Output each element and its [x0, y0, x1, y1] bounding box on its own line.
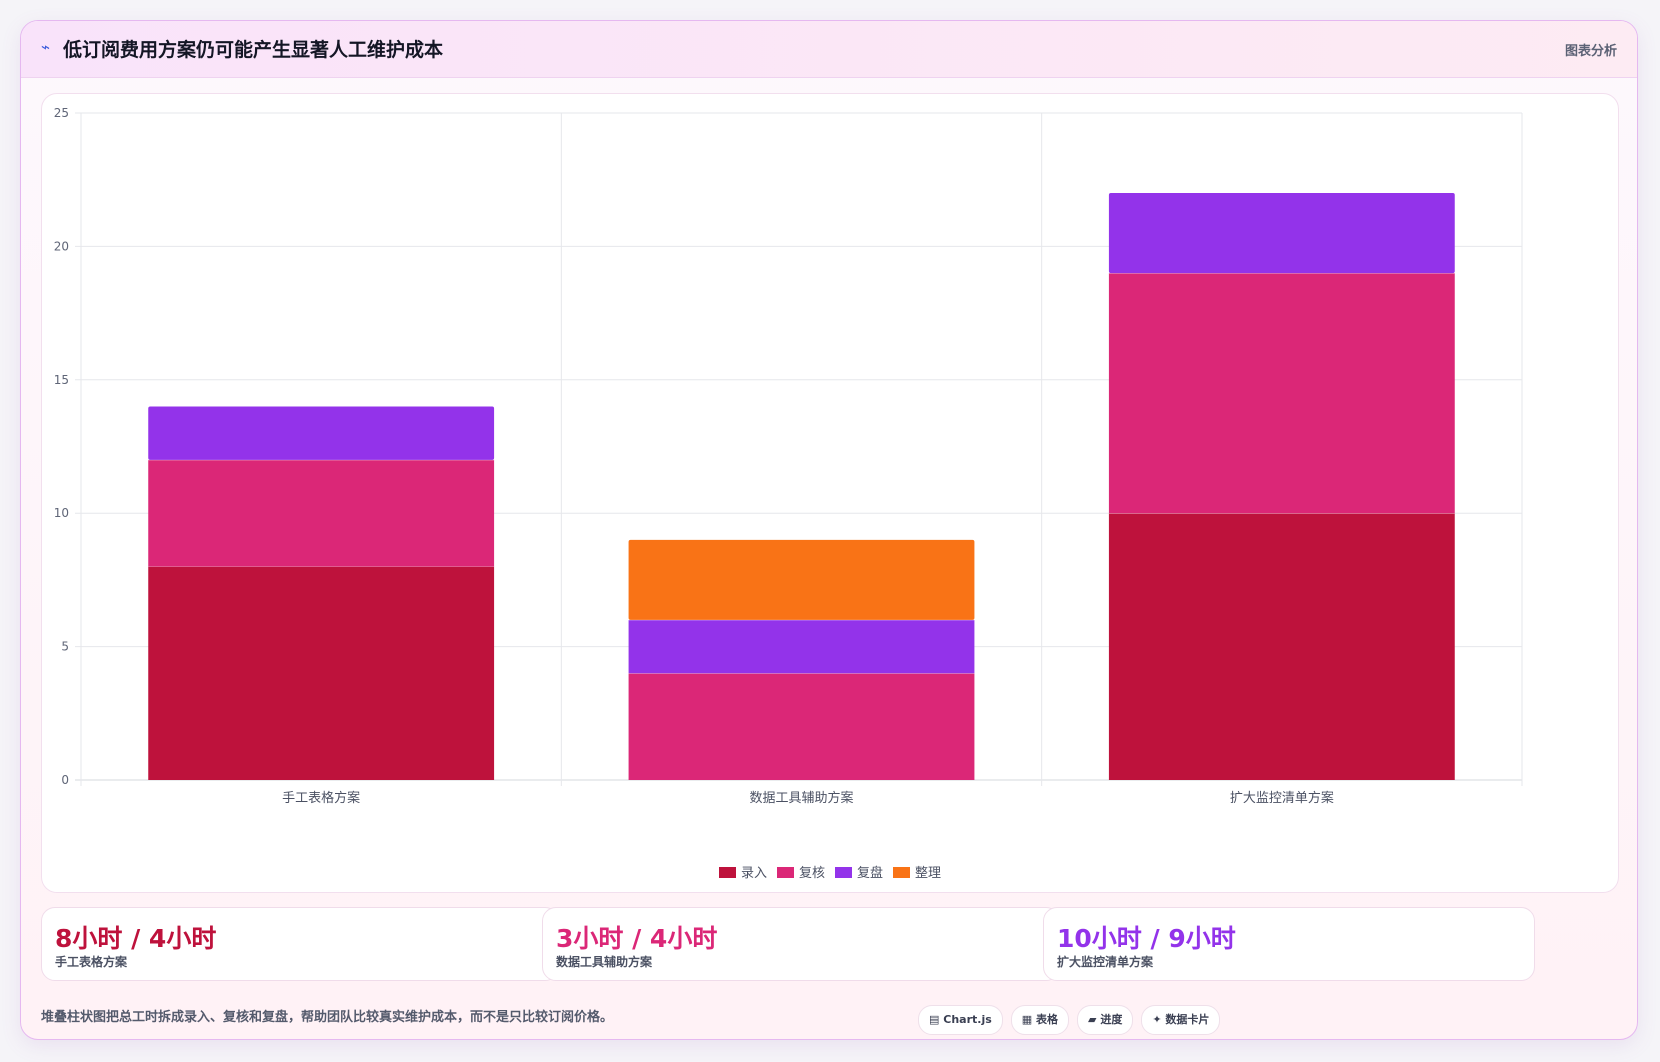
chip-label: Chart.js	[943, 1013, 992, 1026]
chart-legend: 录入 复核 复盘 整理	[42, 862, 1618, 881]
bar-segment	[148, 459, 495, 567]
bar-segment	[1108, 193, 1455, 274]
stat-value: 10小时 / 9小时	[1057, 924, 1236, 953]
stat-label: 扩大监控清单方案	[1057, 955, 1154, 969]
y-tick-label: 20	[54, 239, 69, 253]
bar-segment	[628, 673, 975, 780]
y-tick-label: 25	[54, 106, 69, 120]
chart-title: 低订阅费用方案仍可能产生显著人工维护成本	[63, 39, 444, 61]
x-tick-label: 手工表格方案	[282, 790, 360, 806]
chart-card: ⌁ 低订阅费用方案仍可能产生显著人工维护成本 图表分析 0 5 10 15 20 25 手工…	[20, 20, 1638, 1040]
legend-item[interactable]: 录入	[718, 862, 767, 881]
y-tick-label: 15	[54, 373, 69, 387]
progress-icon: ▰	[1088, 1013, 1097, 1026]
stats-row: 8小时 / 4小时 手工表格方案 3小时 / 4小时 数据工具辅助方案 10小时…	[41, 907, 1619, 981]
chart-icon: ▤	[929, 1013, 940, 1026]
chip-data-card[interactable]: ✦ 数据卡片	[1141, 1005, 1221, 1035]
legend-item[interactable]: 复核	[776, 862, 825, 881]
stat-card-manual: 8小时 / 4小时 手工表格方案	[41, 907, 559, 981]
bar-segment	[628, 619, 975, 674]
bar-segment	[1108, 273, 1455, 514]
legend-swatch	[893, 867, 911, 878]
legend-swatch	[835, 867, 852, 878]
bar-segment	[1108, 513, 1455, 780]
legend-item[interactable]: 整理	[893, 862, 941, 881]
legend-swatch	[718, 867, 736, 878]
chip-label: 进度	[1100, 1013, 1123, 1026]
chip-table[interactable]: ▦ 表格	[1010, 1005, 1070, 1035]
card-header: ⌁ 低订阅费用方案仍可能产生显著人工维护成本 图表分析	[21, 21, 1637, 78]
y-tick-label: 0	[61, 773, 69, 787]
bar-segment	[148, 406, 495, 460]
y-tick-label: 10	[54, 506, 69, 520]
stat-label: 数据工具辅助方案	[556, 955, 653, 969]
stat-label: 手工表格方案	[55, 955, 128, 969]
legend-label: 复核	[798, 866, 825, 881]
chip-label: 数据卡片	[1165, 1013, 1210, 1026]
table-icon: ▦	[1021, 1013, 1033, 1026]
chip-row: ▤ Chart.js ▦ 表格 ▰ 进度 ✦ 数据卡片	[918, 1005, 1228, 1035]
stat-card-watchlist: 10小时 / 9小时 扩大监控清单方案	[1043, 907, 1535, 981]
stat-value: 8小时 / 4小时	[55, 924, 217, 953]
x-tick-label: 数据工具辅助方案	[749, 790, 853, 806]
stat-value: 3小时 / 4小时	[556, 924, 718, 953]
chart-analysis-tag: 图表分析	[1564, 44, 1617, 59]
trend-icon: ⌁	[41, 38, 51, 56]
legend-swatch	[776, 867, 794, 878]
legend-label: 录入	[740, 866, 767, 881]
chip-chartjs[interactable]: ▤ Chart.js	[918, 1005, 1003, 1035]
sparkle-icon: ✦	[1152, 1013, 1162, 1026]
x-tick-label: 扩大监控清单方案	[1230, 790, 1334, 806]
legend-label: 整理	[915, 866, 942, 881]
bar-segment	[148, 566, 495, 780]
legend-label: 复盘	[857, 866, 884, 881]
stacked-bar-chart: 0 5 10 15 20 25 手工表格方案 数据工具辅助方案 扩大监控清单方案	[54, 106, 1523, 806]
bar-segment	[628, 539, 975, 620]
y-tick-label: 5	[61, 640, 69, 654]
chip-progress[interactable]: ▰ 进度	[1077, 1005, 1134, 1035]
chart-panel: 0 5 10 15 20 25 手工表格方案 数据工具辅助方案 扩大监控清单方案 录入 复核 复盘 整…	[41, 93, 1619, 893]
footer-note: 堆叠柱状图把总工时拆成录入、复核和复盘，帮助团队比较真实维护成本，而不是只比较订…	[41, 1010, 614, 1025]
legend-item[interactable]: 复盘	[835, 862, 883, 881]
stat-card-tool: 3小时 / 4小时 数据工具辅助方案	[542, 907, 1060, 981]
chip-label: 表格	[1036, 1013, 1059, 1026]
